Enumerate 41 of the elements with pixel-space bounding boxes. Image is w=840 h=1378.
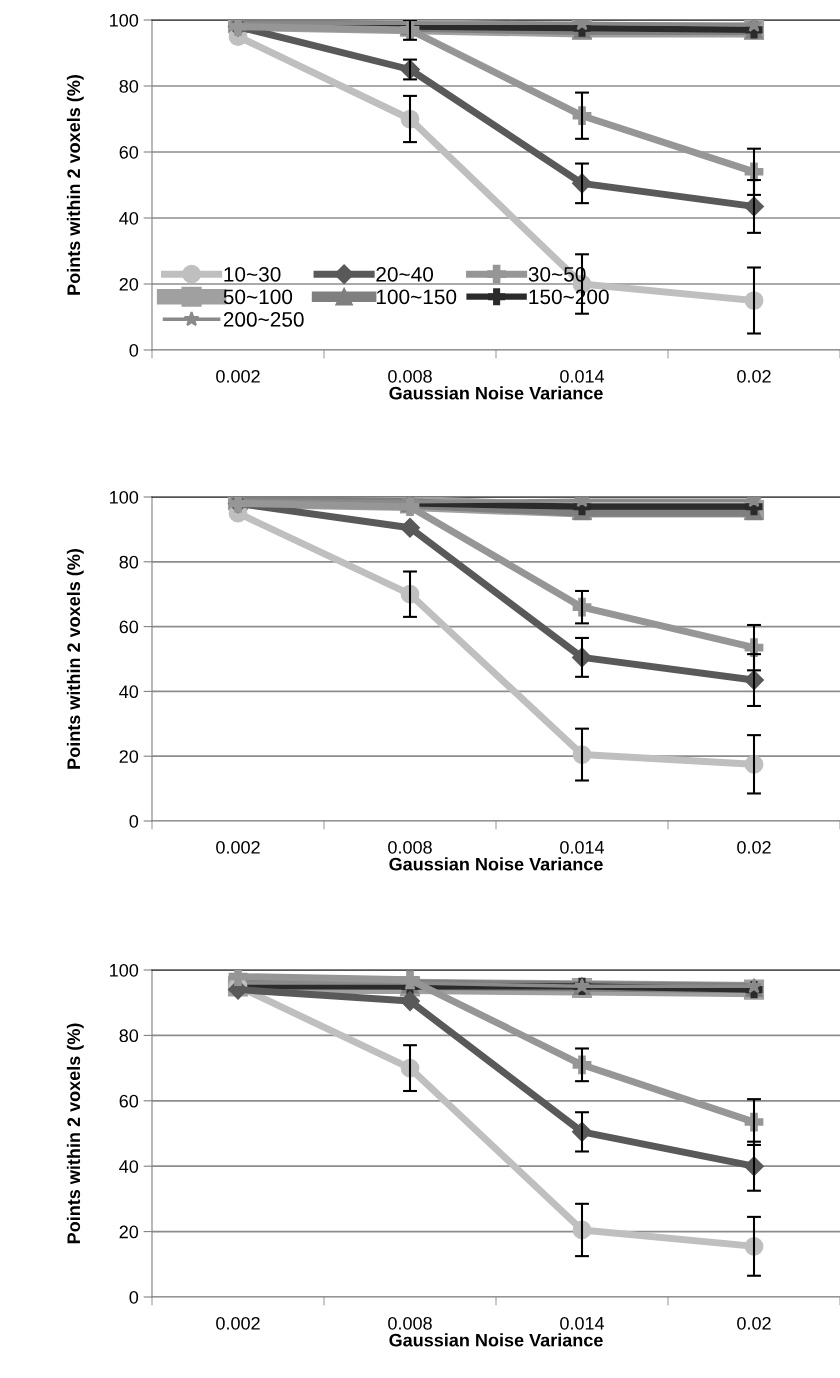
x-tick-label: 0.014 [560,1316,605,1330]
y-tick-label: 0 [129,343,139,357]
y-tick-label: 60 [119,1094,139,1108]
y-tick-label: 100 [110,13,139,27]
x-axis-title: Gaussian Noise Variance [389,1333,603,1347]
legend-label: 20~40 [376,266,434,282]
y-tick-label: 100 [110,963,139,977]
x-tick-label: 0.008 [388,840,432,854]
x-tick-label: 0.008 [388,369,432,383]
x-axis-title: Gaussian Noise Variance [389,857,603,871]
y-tick-label: 0 [129,814,139,828]
y-tick-label: 20 [119,1225,139,1239]
x-tick-label: 0.014 [560,369,605,383]
y-tick-label: 80 [119,79,139,93]
x-tick-label: 0.02 [737,1316,771,1330]
legend-label: 100~150 [376,289,457,305]
y-tick-label: 20 [119,750,139,763]
y-tick-label: 80 [119,1029,139,1043]
legend-label: 10~30 [224,266,281,282]
y-tick-label: 0 [129,1290,139,1304]
y-axis-title: Points within 2 voxels (%) [66,549,84,769]
x-tick-label: 0.002 [216,1316,260,1330]
y-tick-label: 40 [119,211,139,225]
x-tick-label: 0.002 [216,840,260,854]
x-tick-label: 0.02 [737,840,771,854]
y-tick-label: 60 [119,620,139,634]
x-tick-label: 0.02 [737,369,771,383]
x-tick-label: 0.008 [388,1316,432,1330]
x-tick-label: 0.014 [560,840,605,854]
y-axis-title: Points within 2 voxels (%) [66,75,84,295]
y-tick-label: 20 [119,277,139,291]
legend-label: 50~100 [223,289,293,305]
y-tick-label: 80 [119,555,139,569]
y-tick-label: 40 [119,1160,139,1173]
y-tick-label: 100 [110,490,139,504]
x-axis-title: Gaussian Noise Variance [389,386,603,400]
y-tick-label: 60 [119,145,139,159]
x-tick-label: 0.002 [216,369,260,383]
y-axis-title: Points within 2 voxels (%) [66,1023,84,1244]
legend-label: 200~250 [223,312,304,327]
y-tick-label: 40 [119,685,139,699]
